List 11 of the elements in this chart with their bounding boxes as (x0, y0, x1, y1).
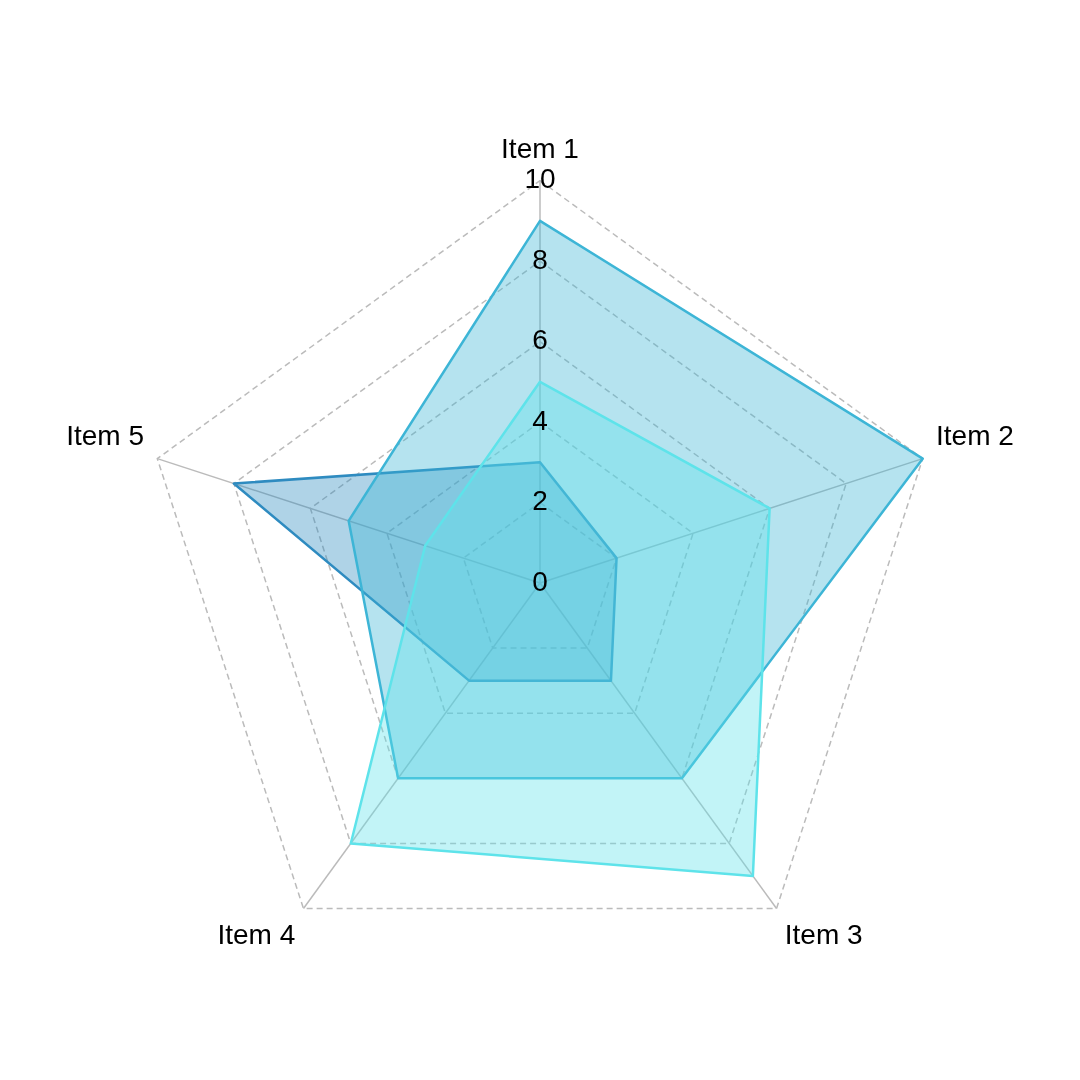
spoke-label: Item 4 (217, 919, 296, 951)
y-tick-label: 10 (524, 163, 556, 195)
y-tick-label: 4 (532, 404, 548, 436)
spoke-label: Item 3 (784, 919, 863, 951)
y-tick-label: 0 (532, 565, 548, 597)
y-tick-label: 6 (532, 324, 548, 356)
spoke-label: Item 1 (501, 132, 579, 164)
y-tick-label: 2 (532, 485, 548, 517)
spoke-label: Item 2 (936, 420, 1014, 452)
y-tick-label: 8 (532, 243, 548, 275)
spoke-label: Item 5 (66, 420, 144, 452)
